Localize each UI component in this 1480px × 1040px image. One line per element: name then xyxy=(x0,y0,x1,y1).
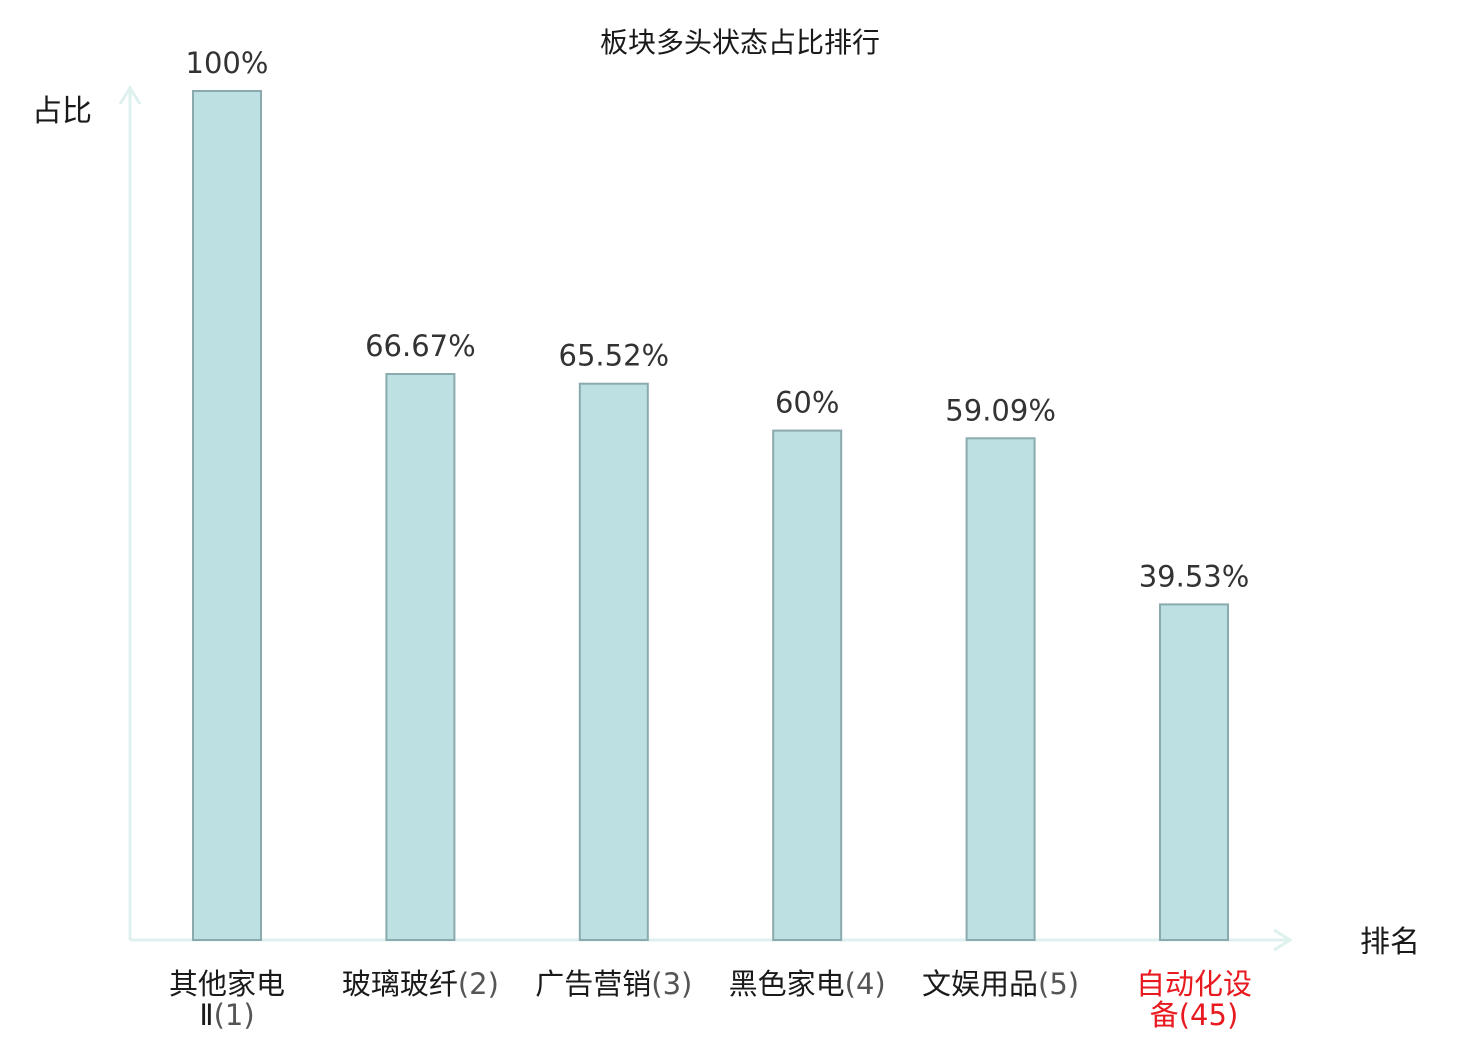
value-label-1: 100% xyxy=(186,46,269,80)
axes xyxy=(118,85,1293,952)
bar-3 xyxy=(578,382,649,941)
value-label-3: 65.52% xyxy=(559,339,670,373)
value-labels-group: 100% 66.67% 65.52% 60% 59.09% 39.53% xyxy=(186,46,1250,593)
tick-label-3: 广告营销(3) xyxy=(535,967,692,1001)
y-axis-arrow xyxy=(118,85,142,105)
bar-1 xyxy=(192,90,262,941)
bar-4 xyxy=(772,429,843,941)
y-axis-label: 占比 xyxy=(32,94,92,129)
chart-title: 板块多头状态占比排行 xyxy=(600,26,880,59)
bars-group xyxy=(192,90,1229,942)
bar-2 xyxy=(385,373,456,941)
value-label-5: 59.09% xyxy=(945,393,1056,427)
x-axis-arrow xyxy=(1273,928,1293,952)
bar-5 xyxy=(965,437,1036,941)
tick-label-6: 自动化设 xyxy=(1136,967,1252,1001)
tick-label-4: 黑色家电(4) xyxy=(729,967,886,1001)
value-label-2: 66.67% xyxy=(365,329,476,363)
value-label-4: 60% xyxy=(775,386,839,420)
tick-label-1-line2: Ⅱ(1) xyxy=(199,998,254,1032)
x-axis-label: 排名 xyxy=(1360,925,1420,960)
tick-label-6-line2: 备(45) xyxy=(1150,998,1239,1032)
tick-label-2: 玻璃玻纤(2) xyxy=(342,967,499,1001)
bar-6 xyxy=(1159,603,1229,942)
tick-label-1: 其他家电 xyxy=(169,967,285,1001)
value-label-6: 39.53% xyxy=(1139,559,1250,593)
tick-label-5: 文娱用品(5) xyxy=(922,967,1079,1001)
